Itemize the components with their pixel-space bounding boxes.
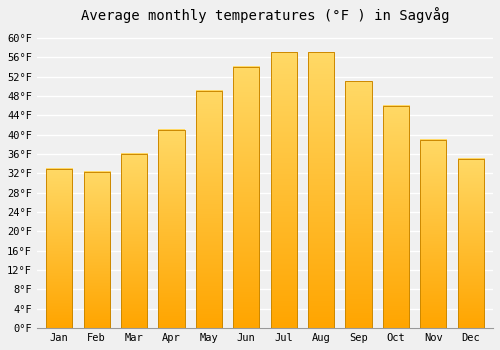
Bar	[46, 169, 72, 328]
Bar	[458, 159, 483, 328]
Bar	[196, 91, 222, 328]
Bar	[84, 172, 110, 328]
Bar	[420, 140, 446, 328]
Title: Average monthly temperatures (°F ) in Sagvåg: Average monthly temperatures (°F ) in Sa…	[80, 7, 449, 23]
Bar	[346, 82, 372, 328]
Bar	[121, 154, 147, 328]
Bar	[382, 106, 409, 328]
Bar	[233, 67, 260, 328]
Bar	[270, 52, 296, 328]
Bar	[158, 130, 184, 328]
Bar	[308, 52, 334, 328]
